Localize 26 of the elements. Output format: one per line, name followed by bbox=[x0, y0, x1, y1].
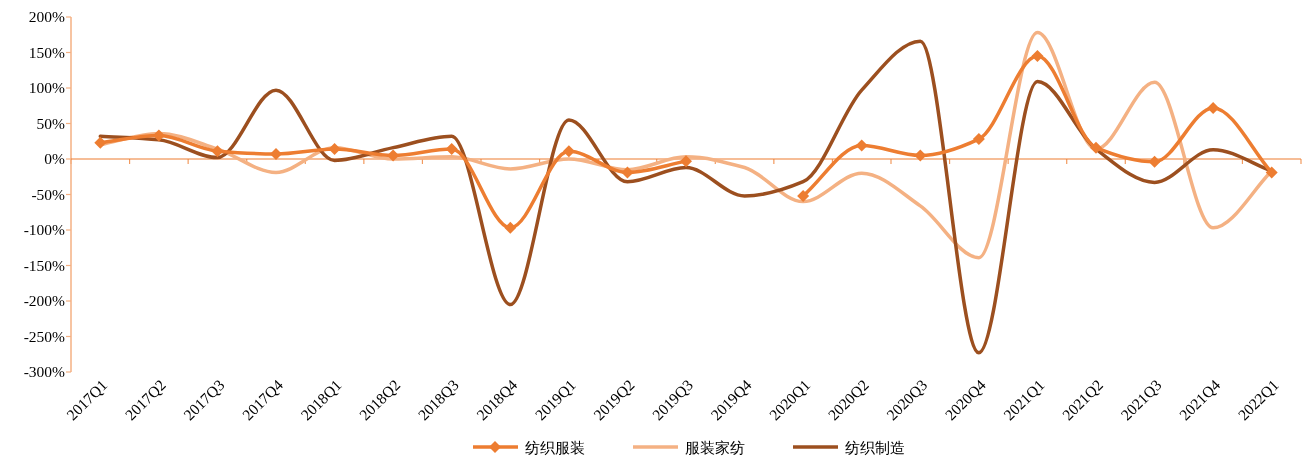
point bbox=[1207, 101, 1220, 114]
point bbox=[972, 133, 985, 146]
point bbox=[680, 155, 692, 168]
y-tick-label: 200% bbox=[28, 8, 66, 25]
y-tick-label: -250% bbox=[23, 327, 66, 345]
point bbox=[445, 143, 458, 156]
y-tick-label: 50% bbox=[36, 114, 66, 132]
y-tick-label: -300% bbox=[23, 363, 66, 380]
point bbox=[562, 145, 575, 158]
point bbox=[270, 148, 282, 161]
point bbox=[797, 189, 810, 202]
legend-label: 服装家纺 bbox=[685, 438, 745, 456]
y-tick-label: -150% bbox=[23, 256, 66, 274]
y-tick-label: -200% bbox=[23, 292, 66, 309]
y-tick-label: -100% bbox=[23, 221, 66, 238]
y-tick-label: 150% bbox=[28, 43, 66, 61]
legend-label: 纺织服装 bbox=[525, 438, 585, 456]
legend-label: 纺织制造 bbox=[845, 438, 905, 456]
y-tick-label: 0% bbox=[44, 150, 66, 167]
point bbox=[504, 221, 517, 234]
point bbox=[94, 136, 107, 149]
point bbox=[1090, 141, 1102, 154]
point bbox=[1265, 166, 1278, 179]
point bbox=[1031, 50, 1044, 63]
y-tick-label: 100% bbox=[28, 79, 66, 96]
y-tick-label: -50% bbox=[31, 185, 66, 203]
